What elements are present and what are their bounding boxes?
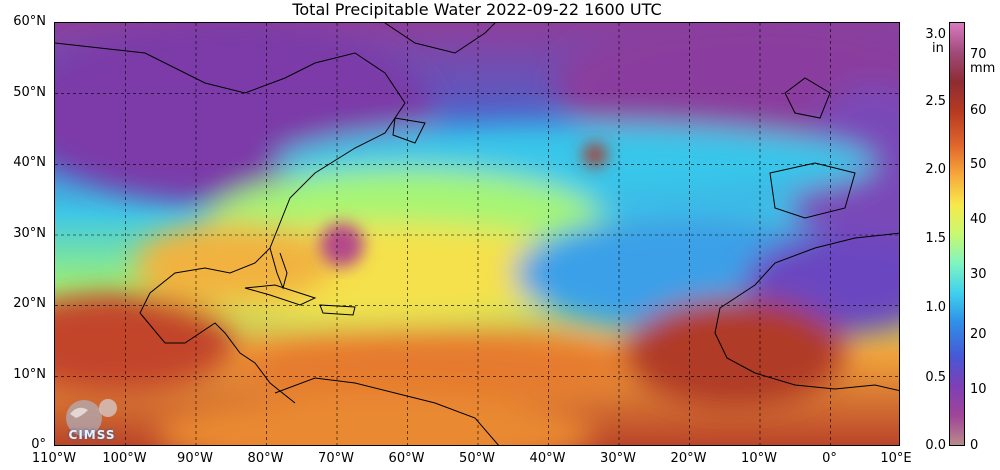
cb-in-0-5: 0.5 [925,370,946,385]
gulf-moisture [135,223,335,303]
cb-mm-30: 30 [970,267,987,282]
itcz-west [55,293,235,393]
cb-mm-10: 10 [970,382,987,397]
lon-label-70w: 70°W [318,451,354,466]
lat-label-30n: 30°N [13,226,46,241]
cb-in-2-5: 2.5 [925,94,946,109]
coastline-cuba [244,284,317,306]
cb-in-1-5: 1.5 [925,231,946,246]
coastline-greenland-tip [384,23,496,54]
south-america-moisture [155,393,595,445]
lon-label-40w: 40°W [529,451,566,466]
cb-mm-50: 50 [970,157,987,172]
dry-region-north-atlantic [555,23,899,153]
itcz-central [235,333,635,403]
lon-label-60w: 60°W [388,451,425,466]
cimss-globe-icon [66,399,117,436]
lat-label-40n: 40°N [13,155,46,170]
lon-label-50w: 50°W [459,451,495,466]
chart-title: Total Precipitable Water 2022-09-22 1600… [292,0,662,19]
coastline-south-america [274,377,499,445]
lon-label-20w: 20°W [670,451,707,466]
cb-in-3-0: 3.0 [925,27,946,42]
lon-label-100w: 100°W [102,451,147,466]
cb-mm-40: 40 [970,212,987,227]
coastline-newfoundland [392,117,426,144]
tropical-storm-moisture [320,223,364,267]
cb-in-unit: in [932,41,944,56]
lon-label-0: 0° [822,451,837,466]
cb-mm-70: 70 [970,47,987,62]
lat-label-10n: 10°N [13,367,46,382]
lon-label-90w: 90°W [177,451,213,466]
graticule [55,23,899,445]
lon-label-110w: 110°W [31,451,77,466]
lon-label-10w: 10°W [741,451,777,466]
cb-in-0-0: 0.0 [925,438,946,453]
lon-label-30w: 30°W [600,451,636,466]
coastline-hispaniola [319,304,356,316]
itcz-africa [625,298,845,408]
lat-label-20n: 20°N [13,296,46,311]
tpw-map [54,22,900,446]
coastline-british-isles [784,77,831,119]
cb-in-1-0: 1.0 [925,300,946,315]
cimss-logo: CIMSS [56,392,128,444]
lat-label-0: 0° [31,437,46,452]
colorbar [949,22,965,446]
lat-label-50n: 50°N [13,85,46,100]
coastline-africa [714,232,899,392]
cb-mm-60: 60 [970,103,987,118]
cb-mm-0: 0 [970,438,979,453]
cb-mm-unit: mm [970,61,996,76]
lon-label-10e: 10°E [880,451,912,466]
cb-mm-20: 20 [970,327,987,342]
cimss-logo-text: CIMSS [68,428,116,442]
coastline-iberia [769,162,856,219]
lon-label-80w: 80°W [247,451,284,466]
cb-in-2-0: 2.0 [925,162,946,177]
mid-atlantic-cyclone [583,143,607,167]
lat-label-60n: 60°N [13,14,46,29]
